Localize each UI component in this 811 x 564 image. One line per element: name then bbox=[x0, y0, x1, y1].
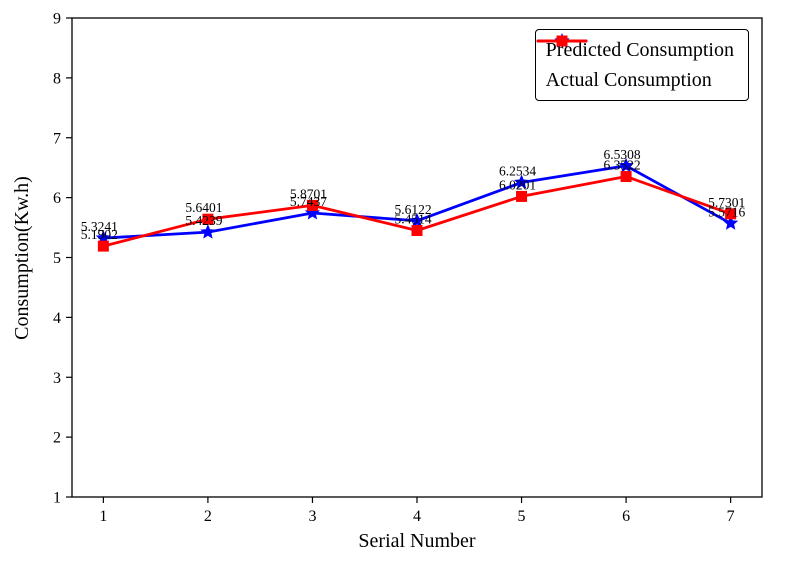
point-label: 5.3241 bbox=[81, 219, 118, 234]
y-tick-label: 8 bbox=[53, 70, 61, 87]
legend-label-predicted: Predicted Consumption bbox=[545, 39, 734, 61]
y-tick-label: 6 bbox=[53, 190, 61, 207]
point-label: 6.5308 bbox=[604, 147, 641, 162]
square-marker bbox=[516, 190, 528, 202]
y-tick-label: 4 bbox=[53, 310, 61, 327]
star-marker bbox=[304, 204, 321, 220]
y-tick-label: 2 bbox=[53, 430, 61, 447]
point-label: 6.0201 bbox=[499, 177, 536, 192]
square-marker bbox=[306, 199, 318, 211]
star-marker bbox=[200, 224, 216, 239]
square-marker bbox=[411, 224, 423, 236]
star-marker bbox=[513, 174, 530, 189]
point-label: 5.6122 bbox=[394, 202, 431, 217]
x-tick-label: 3 bbox=[308, 508, 316, 525]
point-label: 5.1902 bbox=[81, 227, 118, 242]
legend: Predicted Consumption Actual Consumption bbox=[534, 29, 749, 101]
point-label: 5.5716 bbox=[708, 204, 745, 219]
square-marker bbox=[202, 213, 214, 225]
actual-line-square-icon bbox=[536, 35, 588, 47]
square-marker bbox=[97, 240, 109, 252]
star-marker bbox=[723, 215, 739, 230]
point-label: 5.8701 bbox=[290, 186, 327, 201]
point-label: 6.2534 bbox=[499, 163, 536, 178]
x-tick-label: 7 bbox=[727, 508, 735, 525]
x-tick-label: 1 bbox=[99, 508, 107, 525]
x-tick-label: 2 bbox=[204, 508, 212, 525]
legend-item-actual: Actual Consumption bbox=[536, 35, 734, 93]
y-tick-label: 7 bbox=[53, 130, 61, 147]
legend-label-actual: Actual Consumption bbox=[545, 69, 712, 91]
point-label: 6.3522 bbox=[604, 158, 641, 173]
square-marker bbox=[620, 171, 632, 183]
star-marker bbox=[618, 157, 634, 173]
y-tick-label: 3 bbox=[53, 370, 61, 387]
y-tick-label: 5 bbox=[53, 250, 61, 267]
x-tick-label: 4 bbox=[413, 508, 421, 525]
x-axis-title: Serial Number bbox=[358, 530, 476, 552]
x-tick-label: 6 bbox=[622, 508, 630, 525]
star-marker bbox=[409, 212, 425, 228]
x-tick-label: 5 bbox=[518, 508, 526, 525]
y-tick-label: 9 bbox=[53, 11, 61, 28]
square-marker bbox=[725, 208, 737, 220]
point-label: 5.7301 bbox=[708, 195, 745, 210]
point-label: 5.4239 bbox=[185, 213, 222, 228]
y-axis-title: Consumption(Kw.h) bbox=[11, 176, 33, 340]
point-label: 5.7437 bbox=[290, 194, 327, 209]
square-icon bbox=[556, 35, 568, 47]
point-label: 5.4514 bbox=[394, 211, 431, 226]
point-label: 5.6401 bbox=[185, 200, 222, 215]
y-tick-label: 1 bbox=[53, 490, 61, 507]
